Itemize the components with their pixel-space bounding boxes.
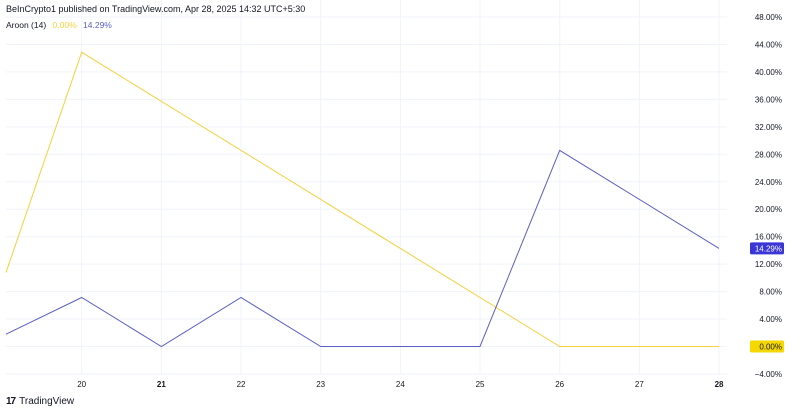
- y-tick-label: 4.00%: [759, 315, 782, 324]
- y-tick-label: 28.00%: [755, 150, 782, 159]
- tradingview-logo-icon: 17: [6, 396, 16, 407]
- y-tick-label: −4.00%: [755, 370, 782, 379]
- x-tick-label: 24: [396, 380, 405, 389]
- aroon_down-price-badge: 14.29%: [750, 242, 784, 255]
- x-tick-label: 21: [157, 380, 166, 389]
- y-tick-label: 48.00%: [755, 13, 782, 22]
- badge-label: 14.29%: [755, 244, 782, 253]
- brand-name: TradingView: [19, 396, 75, 407]
- indicator-legend[interactable]: Aroon (14) 0.00% 14.29%: [6, 20, 116, 30]
- badge-bg: [750, 242, 784, 255]
- y-tick-label: 12.00%: [755, 260, 782, 269]
- publish-info: BeInCrypto1 published on TradingView.com…: [6, 4, 306, 14]
- y-tick-label: 32.00%: [755, 123, 782, 132]
- aroon_up-line: [5, 51, 719, 347]
- badge-label: 0.00%: [759, 343, 782, 352]
- x-tick-label: 23: [316, 380, 325, 389]
- x-tick-label: 22: [237, 380, 246, 389]
- y-tick-label: 40.00%: [755, 68, 782, 77]
- price-badges: 14.29% 0.00%: [750, 242, 784, 353]
- aroon-down-value: 14.29%: [83, 20, 112, 30]
- y-tick-label: 16.00%: [755, 233, 782, 242]
- aroon_up-price-badge: 0.00%: [750, 340, 784, 353]
- tradingview-footer[interactable]: 17 TradingView: [6, 396, 74, 407]
- y-tick-label: 24.00%: [755, 178, 782, 187]
- x-tick-label: 20: [77, 380, 86, 389]
- x-tick-label: 25: [476, 380, 485, 389]
- aroon-up-value: 0.00%: [52, 20, 77, 30]
- y-axis: 48.00% 44.00% 40.00% 36.00% 32.00% 28.00% 24.0…: [755, 13, 782, 379]
- x-axis: 20 21 22 23 24 25 26 27 28: [77, 380, 724, 389]
- chart-series: [5, 51, 720, 348]
- badge-bg: [750, 340, 784, 353]
- x-tick-label: 28: [715, 380, 724, 389]
- y-tick-label: 20.00%: [755, 205, 782, 214]
- x-tick-label: 27: [635, 380, 644, 389]
- x-tick-label: 26: [555, 380, 564, 389]
- y-tick-label: 44.00%: [755, 40, 782, 49]
- y-tick-label: 8.00%: [759, 288, 782, 297]
- aroon_down-line: [5, 149, 720, 348]
- indicator-label: Aroon (14): [6, 20, 47, 30]
- y-tick-label: 36.00%: [755, 95, 782, 104]
